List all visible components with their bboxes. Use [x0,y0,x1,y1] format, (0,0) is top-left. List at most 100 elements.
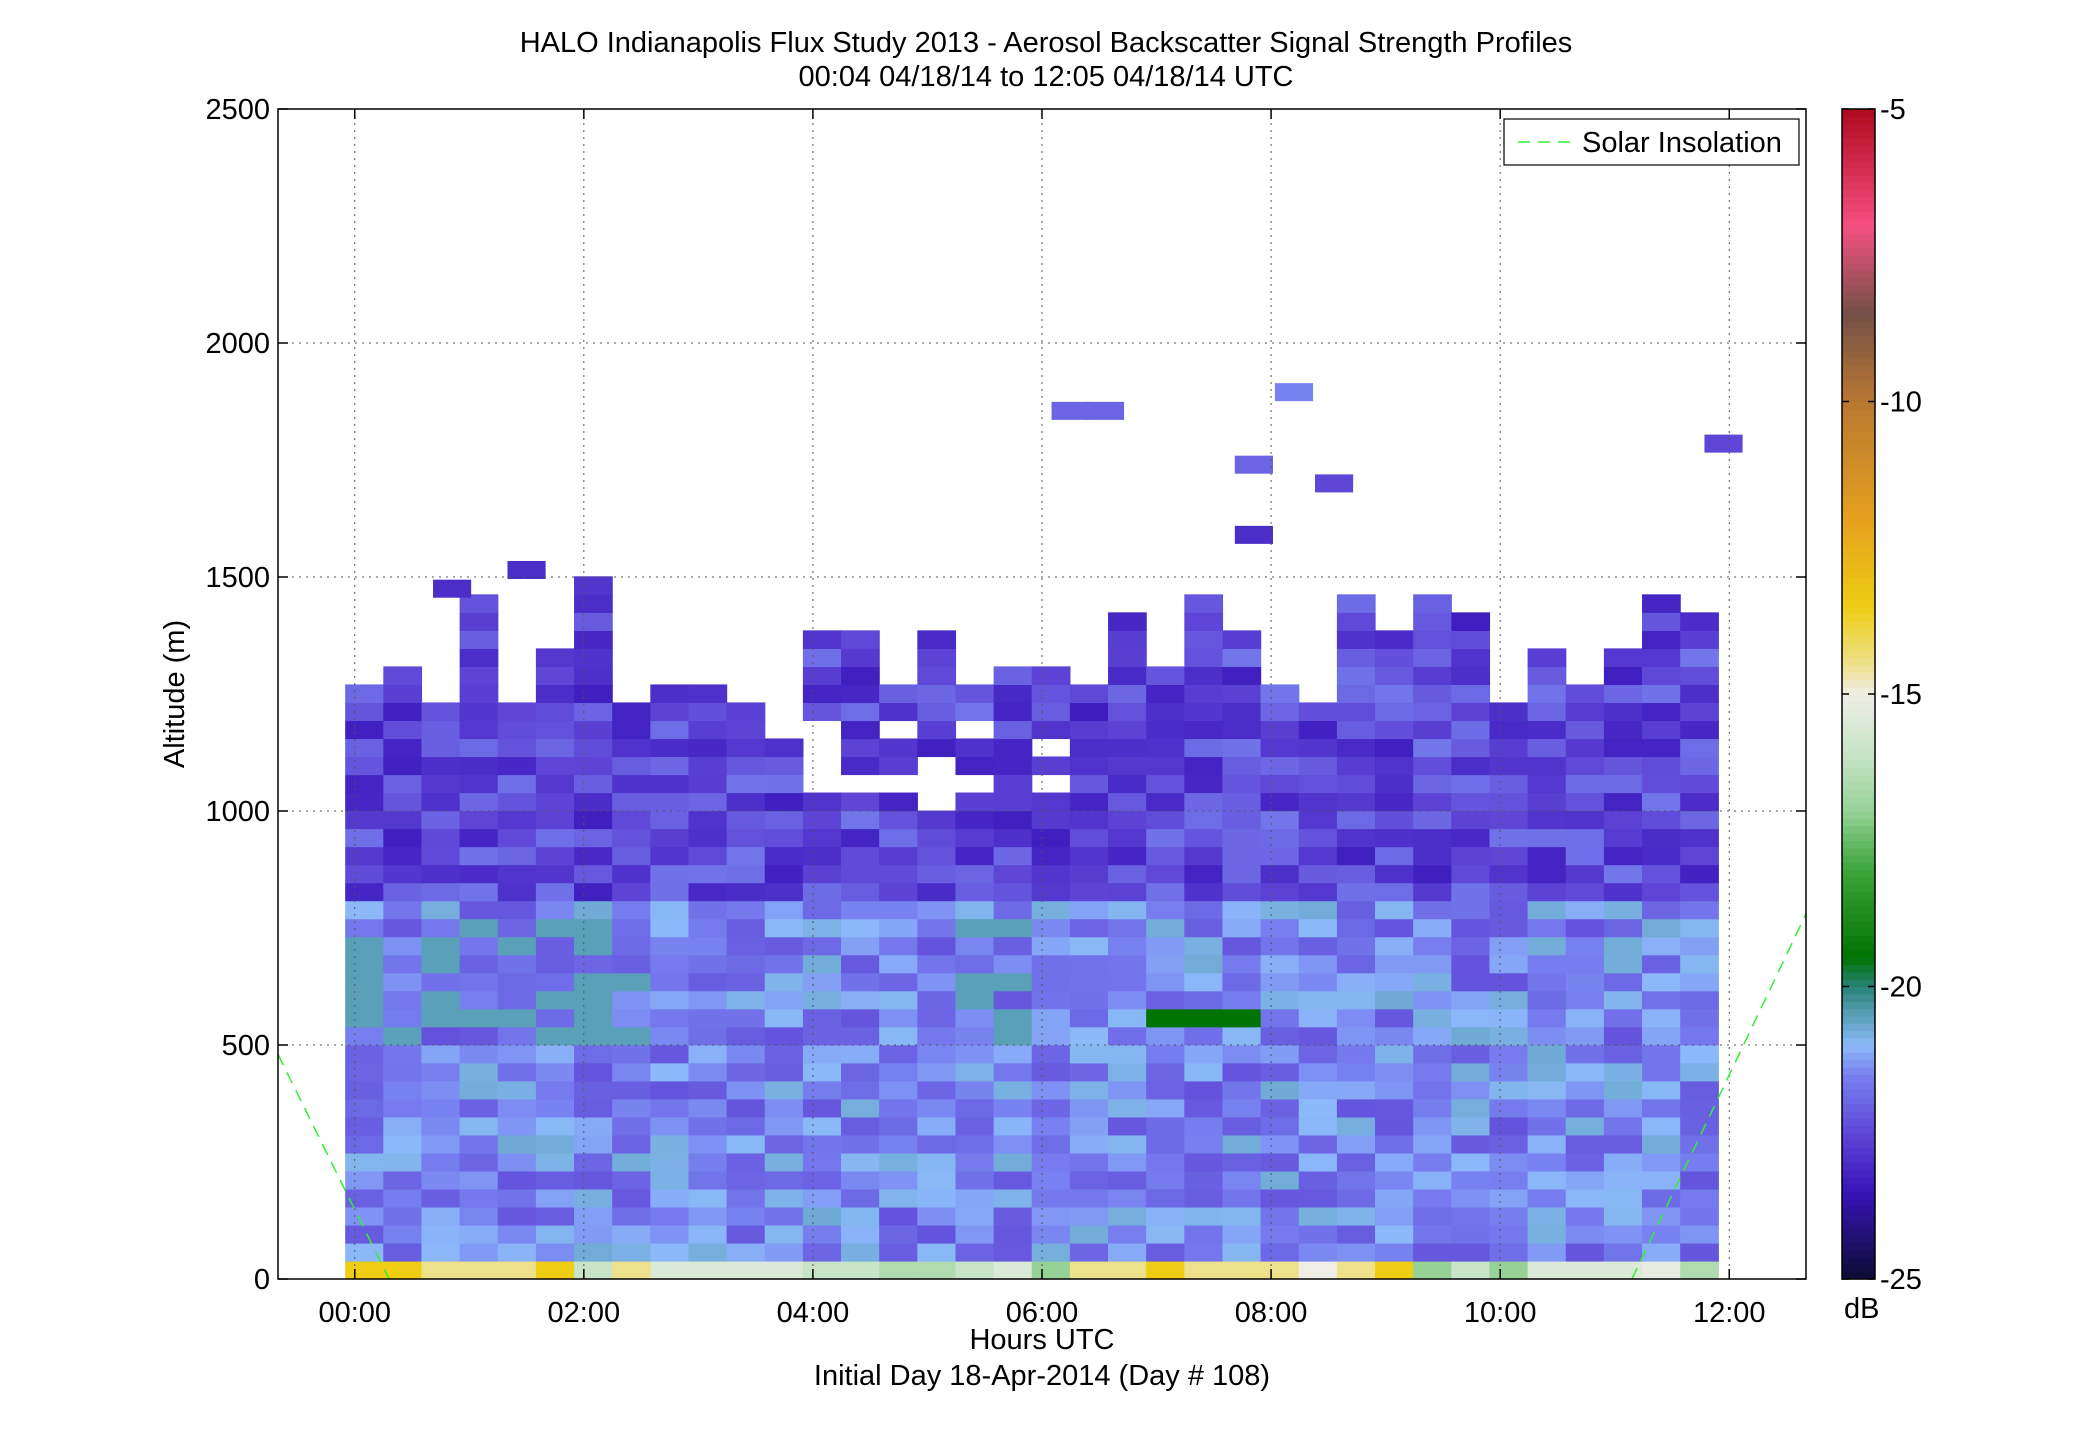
heatmap-cell [497,738,537,758]
heatmap-cell [383,1206,423,1226]
heatmap-cell [1565,684,1605,704]
heatmap-cell [802,882,842,902]
heatmap-cell [1298,702,1338,722]
heatmap-cell [574,1098,613,1118]
heatmap-cell [1108,864,1147,884]
heatmap-cell [1451,1242,1491,1262]
heatmap-cell [1680,990,1719,1010]
heatmap-cell [1336,1224,1376,1244]
heatmap-cell [497,1044,537,1064]
heatmap-cell [764,990,804,1010]
heatmap-cell [1108,666,1147,686]
heatmap-cell [1108,1008,1147,1028]
heatmap-cell [574,1152,613,1172]
colorbar-segment [1842,262,1875,271]
heatmap-cell [1108,720,1147,740]
heatmap-cell [802,1026,842,1046]
heatmap-cell [535,1098,575,1118]
heatmap-cell [1413,972,1452,992]
heatmap-cell [1565,1206,1605,1226]
heatmap-cell [993,702,1033,722]
heatmap-cell [764,810,804,830]
heatmap-cell [383,1116,423,1136]
heatmap-cell [764,756,804,776]
heatmap-cell [459,756,499,776]
heatmap-cell [917,630,957,649]
heatmap-cell [345,1080,384,1100]
heatmap-cell [1680,918,1719,938]
heatmap-cell [1146,846,1185,866]
heatmap-surface-cell [841,1260,880,1280]
heatmap-cell [535,1134,575,1154]
colorbar-segment [1842,233,1875,242]
heatmap-cell [1222,846,1262,866]
heatmap-cell [1603,648,1643,667]
heatmap-cell [1336,738,1376,758]
heatmap-cell [421,1170,461,1190]
heatmap-cell [1642,1134,1681,1154]
heatmap-cell [726,990,766,1010]
heatmap-cell [650,774,690,794]
heatmap-cell [1451,1170,1491,1190]
heatmap-surface-cell [1031,1260,1071,1280]
heatmap-cell [1413,1116,1452,1136]
heatmap-cell [459,684,499,704]
heatmap-cell [497,756,537,776]
heatmap-cell [1603,828,1643,848]
colorbar-segment [1842,343,1875,351]
heatmap-cell [421,1224,461,1244]
heatmap-cell [1146,864,1185,884]
heatmap-cell [421,936,461,956]
heatmap-cell [497,1242,537,1262]
heatmap-cell [650,918,690,938]
heatmap-cell [1222,828,1262,848]
colorbar-segment [1842,606,1875,615]
heatmap-cell [802,1098,842,1118]
heatmap-cell [917,936,957,956]
heatmap-cell [1565,702,1605,722]
heatmap-cell [383,972,423,992]
heatmap-cell [1260,1098,1300,1118]
colorbar-segment [1842,672,1875,680]
y-tick-label: 0 [254,1264,270,1296]
colorbar-segment [1842,1235,1875,1244]
heatmap-cell [1146,702,1185,722]
heatmap-cell [1222,702,1262,722]
heatmap-cell [1527,900,1567,920]
heatmap-cell [841,918,880,938]
heatmap-cell [1260,954,1300,974]
heatmap-cell [1375,954,1414,974]
heatmap-cell [574,864,613,884]
colorbar-tick-label: -25 [1880,1264,1922,1296]
heatmap-cell [1184,864,1224,884]
heatmap-cell [1298,954,1338,974]
colorbar-segment [1842,394,1875,403]
heatmap-cell [612,846,651,866]
heatmap-cell [1527,936,1567,956]
heatmap-cell [1680,756,1719,776]
heatmap-cell [1603,954,1643,974]
y-tick-label: 2000 [205,328,270,360]
heatmap-cell [1451,756,1491,776]
heatmap-cell [612,702,651,722]
heatmap-cell [1527,666,1567,686]
colorbar-segment [1842,277,1875,286]
heatmap-cell [1222,1188,1262,1208]
heatmap-cell [1413,792,1452,812]
heatmap-cell [1260,792,1300,812]
heatmap-cell [688,936,728,956]
heatmap-cell [497,702,537,722]
heatmap-cell [1375,648,1414,667]
heatmap-cell [802,828,842,848]
heatmap-cell [802,810,842,830]
heatmap-cell [1527,1206,1567,1226]
heatmap-cell [345,1242,384,1262]
heatmap-cell [574,720,613,740]
heatmap-cell [917,1116,957,1136]
heatmap-cell [1184,1062,1224,1082]
heatmap-cell [1603,702,1643,722]
heatmap-cell [1146,1152,1185,1172]
heatmap-cell [688,972,728,992]
y-axis-label: Altitude (m) [159,620,191,768]
heatmap-cell [1184,774,1224,794]
